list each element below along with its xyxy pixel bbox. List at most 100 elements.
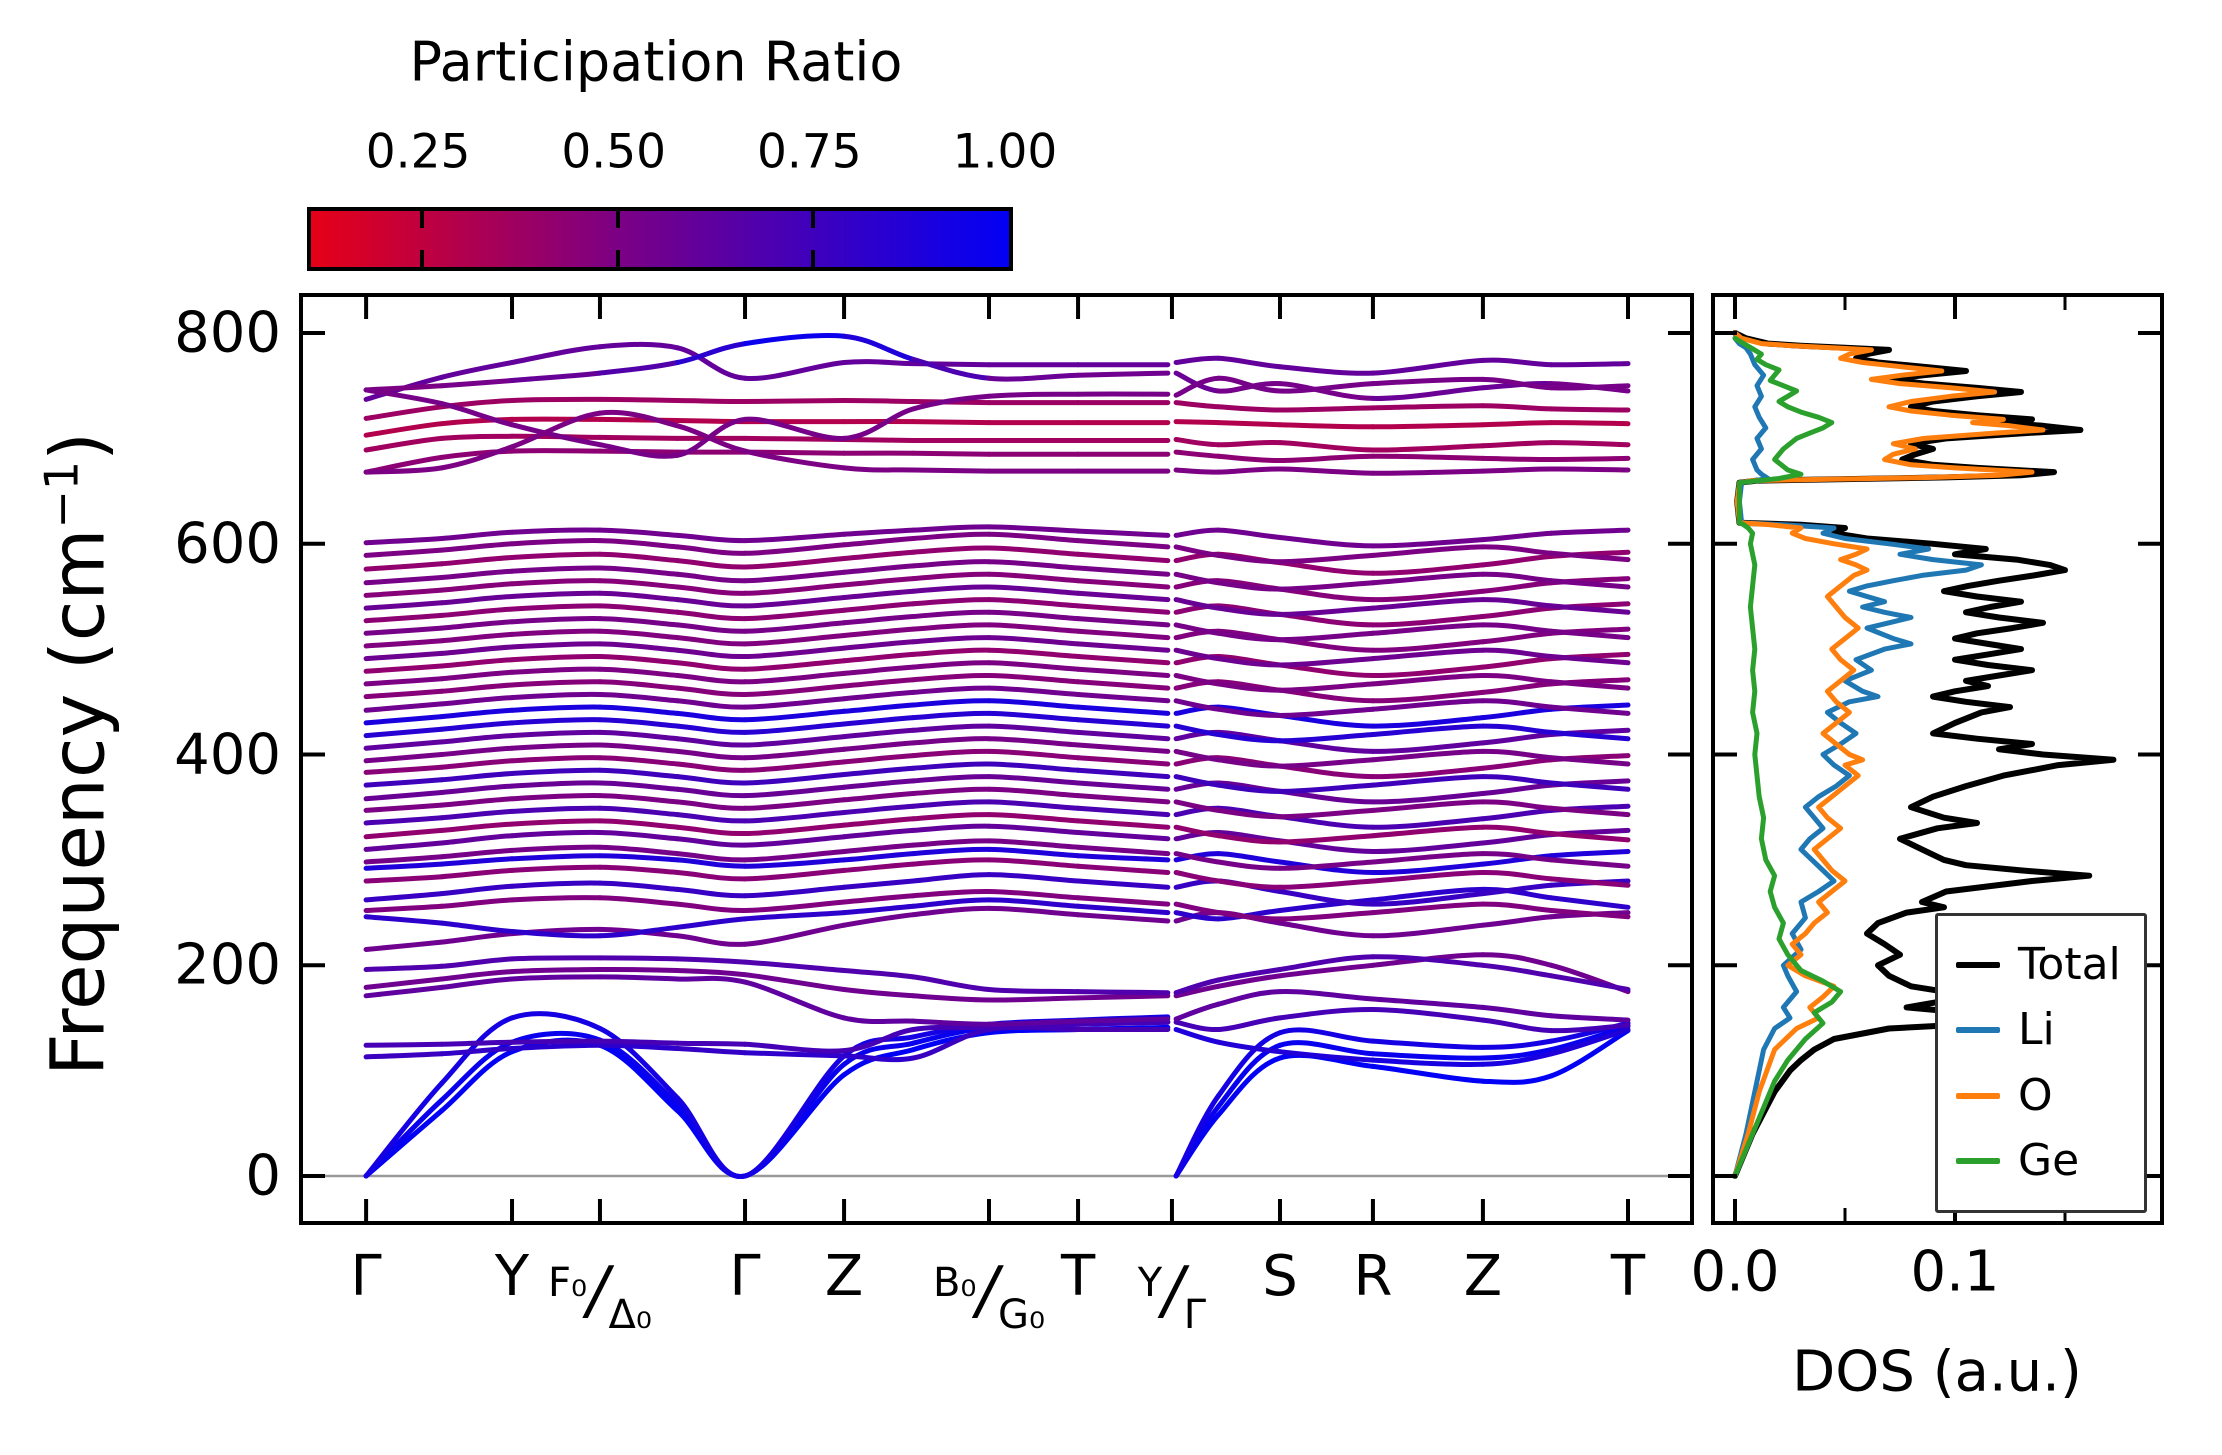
phonon-band-segment (1548, 550, 1631, 563)
phonon-band-segment (439, 606, 515, 618)
phonon-band-segment (986, 1018, 1081, 1027)
phonon-band-segment (1548, 849, 1631, 859)
phonon-band-segment (1548, 857, 1631, 869)
phonon-band-segment (986, 673, 1081, 685)
phonon-band-segment (841, 893, 916, 905)
phonon-band-segment (597, 641, 680, 653)
colorbar-tick (615, 211, 620, 228)
phonon-band-segment (597, 880, 680, 892)
phonon-band-segment (841, 527, 916, 537)
phonon-band-segment (1277, 1006, 1376, 1021)
phonon-band-segment (1075, 654, 1171, 666)
phonon-band-segment (1215, 878, 1283, 890)
phonon-band-segment (1480, 647, 1554, 659)
phonon-band-segment (675, 544, 748, 556)
dos-curve-ge (1732, 335, 1844, 1179)
phonon-band-segment (841, 903, 916, 916)
phonon-band-segment (509, 955, 603, 962)
phonon-band-segment (1370, 453, 1486, 461)
phonon-band-segment (597, 666, 680, 678)
phonon-band-segment (597, 864, 680, 875)
phonon-band-segment (363, 1041, 445, 1048)
phonon-band-segment (841, 406, 916, 441)
phonon-band-segment (910, 467, 992, 474)
phonon-band-segment (439, 920, 515, 934)
phonon-band-segment (1075, 793, 1171, 805)
phonon-band-segment (1480, 698, 1554, 710)
phonon-band-segment (1548, 1013, 1631, 1023)
phonon-band-segment (439, 433, 515, 441)
phonon-band-segment (910, 698, 992, 708)
phonon-band-segment (675, 597, 748, 609)
phonon-band-segment (1215, 630, 1283, 643)
phonon-band-segment (1215, 552, 1283, 565)
phonon-band-segment (1370, 861, 1486, 876)
phonon-band-segment (910, 1024, 992, 1032)
phonon-band-segment (439, 976, 515, 990)
phonon-band-segment (1370, 740, 1486, 754)
phonon-band-segment (1370, 715, 1486, 729)
colorbar-tick-label: 0.25 (365, 124, 471, 180)
phonon-band-segment (1075, 1016, 1171, 1024)
phonon-band-segment (1480, 622, 1554, 634)
phonon-band-segment (841, 601, 916, 613)
phonon-band-segment (742, 683, 847, 697)
phonon-band-segment (986, 710, 1081, 723)
phonon-band-segment (986, 531, 1081, 544)
phonon-band-segment (1075, 780, 1171, 792)
phonon-band-segment (742, 721, 847, 735)
phonon-band-segment (1370, 698, 1486, 712)
phonon-band-segment (439, 682, 515, 694)
phonon-band-segment (1075, 805, 1171, 818)
phonon-band-segment (1215, 782, 1283, 794)
y-tick-label: 200 (174, 932, 281, 998)
y-tick-label: 800 (174, 300, 281, 366)
phonon-band-segment (675, 886, 748, 899)
phonon-band-segment (1370, 357, 1486, 376)
phonon-band-segment (1075, 717, 1171, 729)
phonon-band-segment (986, 622, 1081, 634)
phonon-band-segment (1173, 1027, 1221, 1045)
phonon-band-segment (1075, 993, 1171, 1001)
phonon-band-segment (439, 594, 515, 606)
phonon-band-segment (1370, 891, 1486, 907)
phonon-band-segment (675, 851, 748, 863)
phonon-band-segment (742, 531, 847, 544)
phonon-band-segment (1480, 869, 1554, 882)
phonon-band-segment (1075, 895, 1171, 907)
legend-label: Ge (2018, 1134, 2080, 1186)
phonon-band-segment (1480, 580, 1554, 594)
phonon-band-segment (841, 727, 916, 740)
phonon-band-segment (509, 704, 603, 713)
phonon-band-segment (1370, 1051, 1486, 1061)
phonon-band-segment (841, 715, 916, 727)
phonon-band-segment (1173, 774, 1221, 788)
phonon-band-segment (439, 644, 515, 656)
phonon-band-segment (1548, 440, 1631, 448)
phonon-band-segment (1173, 647, 1221, 662)
phonon-band-segment (597, 729, 680, 742)
phonon-band-segment (509, 929, 603, 939)
phonon-band-segment (1173, 622, 1221, 636)
phonon-band-segment (597, 409, 680, 429)
phonon-band-segment (1173, 910, 1221, 922)
phonon-band-segment (742, 582, 847, 596)
phonon-band-segment (841, 878, 916, 890)
phonon-band-segment (363, 688, 445, 700)
phonon-band-segment (439, 867, 515, 880)
phonon-band-segment (1173, 673, 1221, 687)
phonon-band-segment (1548, 780, 1631, 792)
phonon-band-segment (910, 872, 992, 884)
colorbar-tick (811, 250, 816, 267)
phonon-band-segment (1480, 357, 1554, 368)
li-line-swatch (1956, 1027, 2000, 1034)
phonon-band-segment (597, 955, 680, 962)
phonon-band-segment (986, 889, 1081, 901)
y-tick-label: 400 (174, 722, 281, 788)
phonon-band-segment (1075, 628, 1171, 641)
phonon-band-segment (742, 607, 847, 622)
phonon-band-segment (910, 524, 992, 533)
phonon-band-segment (1173, 723, 1221, 737)
phonon-band-segment (1480, 1004, 1554, 1019)
phonon-band-segment (1277, 580, 1376, 592)
